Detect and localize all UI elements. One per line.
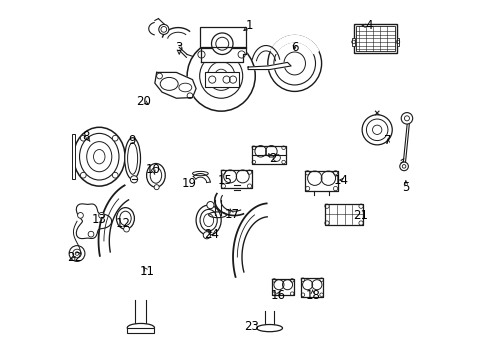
Text: 18: 18 bbox=[305, 289, 320, 302]
Circle shape bbox=[159, 24, 168, 35]
Circle shape bbox=[156, 73, 162, 79]
Polygon shape bbox=[233, 203, 266, 277]
Polygon shape bbox=[251, 146, 285, 164]
Bar bbox=[199, 27, 246, 48]
Text: 24: 24 bbox=[203, 228, 219, 241]
Text: 12: 12 bbox=[116, 216, 131, 230]
Circle shape bbox=[112, 172, 118, 178]
Polygon shape bbox=[201, 47, 246, 62]
Circle shape bbox=[400, 113, 412, 124]
Polygon shape bbox=[247, 62, 290, 69]
Text: 17: 17 bbox=[224, 208, 239, 221]
Bar bbox=[351, 39, 354, 45]
Bar bbox=[204, 72, 239, 87]
Circle shape bbox=[203, 231, 210, 239]
Text: 2: 2 bbox=[269, 152, 276, 165]
Text: 8: 8 bbox=[82, 130, 89, 144]
Circle shape bbox=[80, 135, 86, 141]
Text: 9: 9 bbox=[127, 134, 135, 147]
Ellipse shape bbox=[127, 323, 154, 332]
Ellipse shape bbox=[116, 208, 134, 229]
Text: 6: 6 bbox=[290, 41, 298, 54]
Ellipse shape bbox=[187, 41, 255, 111]
Circle shape bbox=[324, 204, 328, 208]
Ellipse shape bbox=[196, 205, 221, 235]
Circle shape bbox=[112, 135, 118, 141]
Circle shape bbox=[399, 162, 407, 171]
Circle shape bbox=[358, 204, 363, 208]
Polygon shape bbox=[301, 278, 323, 297]
Text: 1: 1 bbox=[245, 19, 253, 32]
Text: 4: 4 bbox=[365, 19, 372, 32]
Text: 11: 11 bbox=[139, 265, 154, 278]
Bar bbox=[396, 39, 399, 45]
Ellipse shape bbox=[73, 127, 125, 186]
Circle shape bbox=[123, 226, 129, 232]
Circle shape bbox=[99, 212, 104, 218]
Text: 5: 5 bbox=[401, 181, 409, 194]
Polygon shape bbox=[270, 36, 318, 54]
Text: 7: 7 bbox=[384, 134, 391, 147]
Bar bbox=[127, 328, 154, 333]
Text: 14: 14 bbox=[333, 174, 348, 186]
Text: 20: 20 bbox=[136, 95, 150, 108]
Circle shape bbox=[88, 231, 94, 237]
Circle shape bbox=[211, 33, 233, 54]
Text: 16: 16 bbox=[270, 289, 285, 302]
Ellipse shape bbox=[256, 324, 282, 332]
Bar bbox=[353, 24, 396, 53]
Polygon shape bbox=[325, 204, 362, 225]
Circle shape bbox=[78, 212, 83, 218]
Circle shape bbox=[358, 221, 363, 225]
Text: 19: 19 bbox=[181, 177, 196, 190]
Circle shape bbox=[130, 176, 137, 183]
Polygon shape bbox=[305, 171, 337, 191]
Bar bbox=[356, 26, 394, 51]
Text: 23: 23 bbox=[244, 320, 259, 333]
Polygon shape bbox=[221, 170, 251, 188]
Polygon shape bbox=[155, 72, 196, 98]
Ellipse shape bbox=[146, 163, 165, 187]
Text: 21: 21 bbox=[352, 210, 367, 222]
Circle shape bbox=[362, 115, 391, 145]
Text: 10: 10 bbox=[145, 163, 160, 176]
Polygon shape bbox=[272, 279, 293, 296]
Ellipse shape bbox=[124, 138, 140, 179]
Circle shape bbox=[154, 185, 159, 190]
Ellipse shape bbox=[267, 36, 321, 91]
Text: 15: 15 bbox=[217, 174, 232, 186]
Circle shape bbox=[69, 246, 85, 261]
Polygon shape bbox=[99, 185, 128, 256]
Circle shape bbox=[187, 93, 192, 99]
Text: 13: 13 bbox=[92, 213, 106, 226]
Text: 22: 22 bbox=[66, 251, 81, 264]
Circle shape bbox=[80, 172, 86, 178]
Circle shape bbox=[206, 202, 214, 209]
Bar bbox=[72, 134, 75, 179]
Polygon shape bbox=[76, 204, 112, 239]
Circle shape bbox=[324, 221, 328, 225]
Text: 3: 3 bbox=[175, 41, 183, 54]
